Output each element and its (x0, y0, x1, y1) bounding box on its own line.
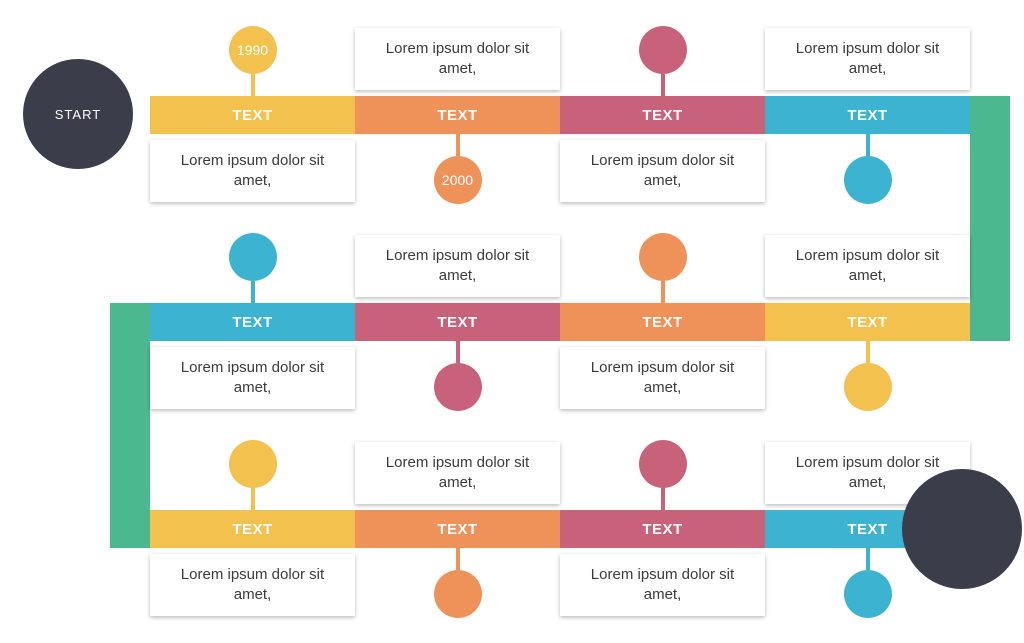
timeline-dot (434, 570, 482, 618)
timeline-dot (434, 363, 482, 411)
timeline-bar: TEXT (355, 303, 560, 341)
timeline-dot (639, 440, 687, 488)
timeline-dot (844, 363, 892, 411)
dot-stick (456, 341, 460, 363)
timeline-bar: TEXT (355, 510, 560, 548)
timeline-card: Lorem ipsum dolor sit amet, (355, 442, 560, 504)
timeline-card: Lorem ipsum dolor sit amet, (355, 28, 560, 90)
timeline-bar: TEXT (765, 96, 970, 134)
timeline-card: Lorem ipsum dolor sit amet, (150, 347, 355, 409)
dot-stick (661, 281, 665, 303)
connector-left (110, 303, 150, 548)
timeline-dot (229, 233, 277, 281)
timeline-dot (844, 570, 892, 618)
timeline-bar: TEXT (150, 96, 355, 134)
timeline-bar: TEXT (765, 303, 970, 341)
timeline-card: Lorem ipsum dolor sit amet, (560, 140, 765, 202)
timeline-dot (639, 26, 687, 74)
timeline-bar: TEXT (560, 303, 765, 341)
dot-stick (866, 548, 870, 570)
timeline-card: Lorem ipsum dolor sit amet, (560, 554, 765, 616)
start-node: START (23, 59, 133, 169)
end-node (902, 469, 1022, 589)
timeline-infographic: TEXTTEXTTEXTTEXTLorem ipsum dolor sit am… (0, 0, 1024, 643)
timeline-card: Lorem ipsum dolor sit amet, (765, 28, 970, 90)
timeline-dot (229, 440, 277, 488)
timeline-bar: TEXT (355, 96, 560, 134)
connector-right (970, 96, 1010, 341)
timeline-bar: TEXT (560, 510, 765, 548)
dot-stick (456, 548, 460, 570)
timeline-bar: TEXT (150, 303, 355, 341)
timeline-dot: 2000 (434, 156, 482, 204)
dot-stick (251, 488, 255, 510)
timeline-card: Lorem ipsum dolor sit amet, (765, 235, 970, 297)
timeline-dot (844, 156, 892, 204)
dot-stick (251, 74, 255, 96)
timeline-dot (639, 233, 687, 281)
timeline-card: Lorem ipsum dolor sit amet, (560, 347, 765, 409)
dot-stick (866, 134, 870, 156)
timeline-bar: TEXT (560, 96, 765, 134)
timeline-card: Lorem ipsum dolor sit amet, (150, 554, 355, 616)
dot-stick (661, 488, 665, 510)
timeline-dot: 1990 (229, 26, 277, 74)
timeline-card: Lorem ipsum dolor sit amet, (150, 140, 355, 202)
dot-stick (661, 74, 665, 96)
dot-stick (456, 134, 460, 156)
dot-stick (251, 281, 255, 303)
timeline-bar: TEXT (150, 510, 355, 548)
timeline-card: Lorem ipsum dolor sit amet, (355, 235, 560, 297)
dot-stick (866, 341, 870, 363)
